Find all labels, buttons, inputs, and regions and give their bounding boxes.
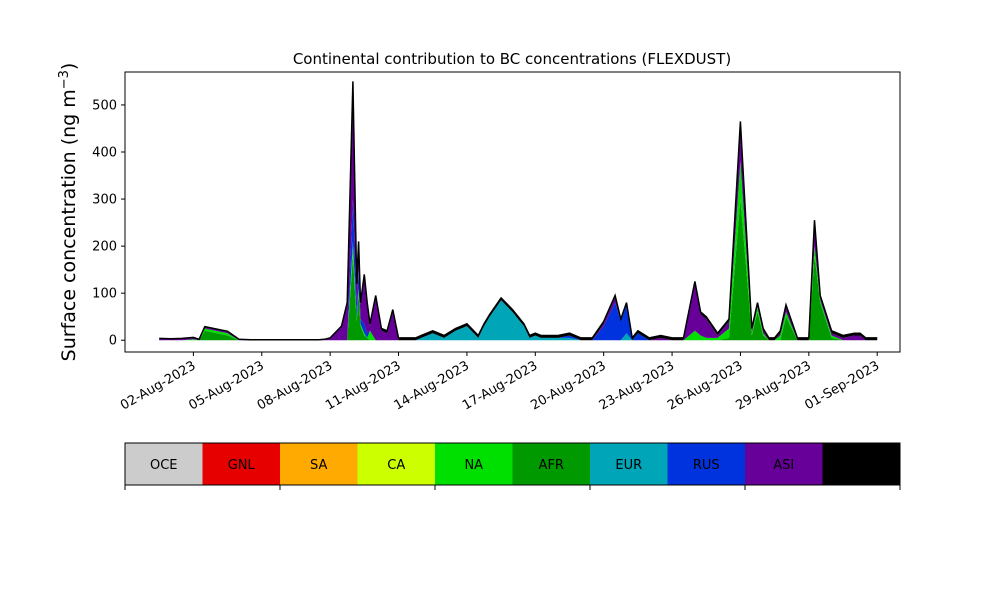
legend-label-rus: RUS [693, 458, 720, 473]
y-axis-label: Surface concentration (ng m−3) [57, 63, 80, 362]
legend-swatch-sa [280, 443, 358, 485]
legend-label-asi: ASI [773, 458, 794, 473]
legend-swatch-gnl [202, 443, 280, 485]
y-tick-label: 0 [109, 334, 117, 349]
area-series-aus [159, 81, 878, 341]
legend-swatch-asi [745, 443, 823, 485]
y-axis-label-exponent: −3 [57, 70, 72, 89]
legend-label-sa: SA [310, 458, 327, 473]
x-tick-label: 14-Aug-2023 [392, 358, 472, 413]
legend-swatch-aus [822, 443, 900, 485]
area-series-rus [159, 161, 878, 341]
x-tick-label: 11-Aug-2023 [323, 358, 403, 413]
x-tick-label: 17-Aug-2023 [460, 358, 540, 413]
legend-swatch-afr [512, 443, 590, 485]
y-axis-label-close: ) [58, 63, 80, 70]
x-tick-label: 29-Aug-2023 [733, 358, 813, 413]
legend-label-afr: AFR [539, 458, 564, 473]
x-tick-label: 20-Aug-2023 [528, 358, 608, 413]
area-series-asi [159, 86, 878, 341]
legend-label-gnl: GNL [228, 458, 256, 473]
x-tick-label: 05-Aug-2023 [186, 358, 266, 413]
y-tick-label: 500 [92, 98, 117, 113]
x-tick-label: 23-Aug-2023 [597, 358, 677, 413]
chart-title: Continental contribution to BC concentra… [293, 50, 731, 68]
legend-swatch-eur [590, 443, 668, 485]
legend-swatch-na [435, 443, 513, 485]
plot-area [159, 81, 878, 341]
y-tick-label: 200 [92, 240, 117, 255]
x-axis: 02-Aug-202305-Aug-202308-Aug-202311-Aug-… [118, 352, 882, 414]
legend-label-na: NA [464, 458, 483, 473]
legend-swatch-rus [667, 443, 745, 485]
area-series-na [159, 161, 878, 341]
y-tick-label: 300 [92, 193, 117, 208]
legend-frame [124, 442, 901, 486]
x-tick-label: 08-Aug-2023 [255, 358, 335, 413]
x-tick-label: 26-Aug-2023 [665, 358, 745, 413]
legend-swatch-ca [357, 443, 435, 485]
y-axis: 0 100 200 300 400 500 [92, 98, 125, 349]
x-tick-label: 01-Sep-2023 [802, 358, 882, 413]
y-tick-label: 400 [92, 146, 117, 161]
legend-label-oce: OCE [150, 458, 178, 473]
legend-swatch-oce [125, 443, 203, 485]
area-series-eur [159, 161, 878, 341]
y-axis-label-text: Surface concentration (ng m [58, 89, 80, 361]
legend: OCE GNL SA CA NA AFR EUR RUS ASI AUS [124, 442, 901, 490]
plot-frame [124, 71, 901, 353]
legend-label-aus: AUS [848, 458, 875, 473]
x-tick-label: 02-Aug-2023 [118, 358, 198, 413]
y-tick-label: 100 [92, 287, 117, 302]
legend-label-eur: EUR [615, 458, 642, 473]
total-line [159, 81, 878, 341]
legend-label-ca: CA [387, 458, 405, 473]
